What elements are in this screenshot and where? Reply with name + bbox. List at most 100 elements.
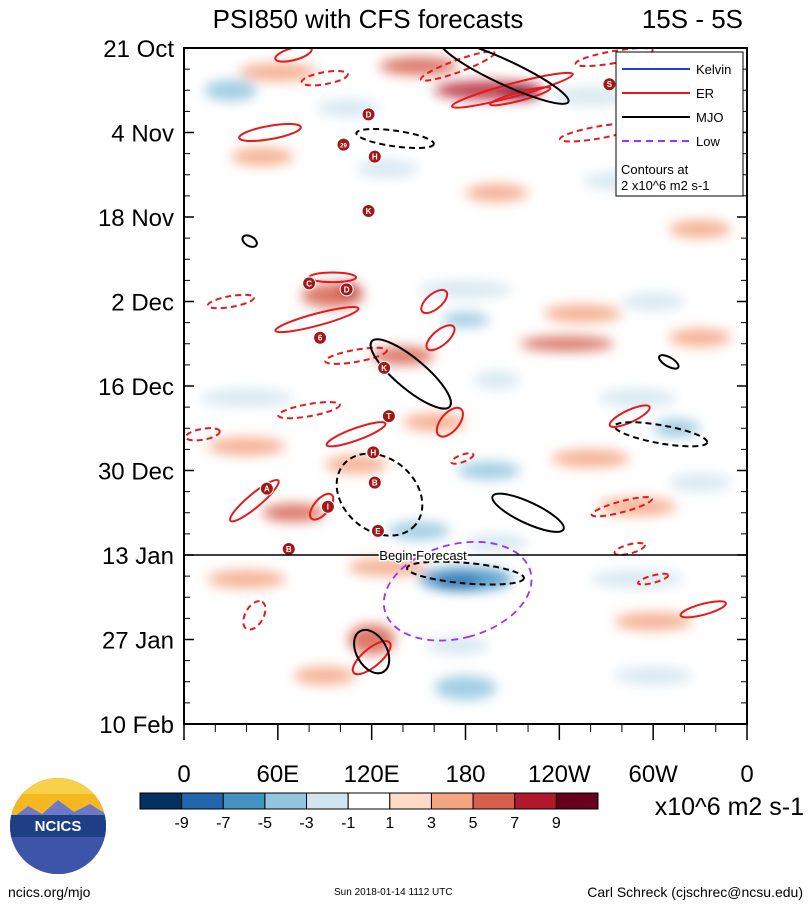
storm-label: H xyxy=(372,153,378,162)
colorbar-swatch-1 xyxy=(181,792,224,810)
anomaly-blob-21 xyxy=(520,336,615,352)
anomaly-blob-11 xyxy=(465,183,529,202)
anomaly-blob-17 xyxy=(442,312,489,328)
x-tick-label-0: 0 xyxy=(177,761,190,788)
contour-mjo-37 xyxy=(406,560,525,586)
colorbar-label-7: 5 xyxy=(469,815,478,832)
contour-er-11 xyxy=(274,306,360,334)
colorbar-label-9: 9 xyxy=(552,815,561,832)
contour-mjo-32 xyxy=(241,234,258,248)
contour-er-22 xyxy=(450,452,475,465)
anomaly-blob-29 xyxy=(324,455,388,474)
storm-symbol-icon xyxy=(366,445,381,460)
storm-marker-13: E xyxy=(370,523,385,538)
colorbar-swatch-8 xyxy=(472,792,516,810)
anomaly-blob-13 xyxy=(668,220,732,239)
x-tick-label-1: 60E xyxy=(256,761,299,788)
x-tick-label-4: 120W xyxy=(528,761,591,788)
storm-marker-5: D xyxy=(339,282,354,297)
contour-er-29 xyxy=(637,572,670,586)
storm-symbol-icon xyxy=(377,360,392,375)
anomaly-blob-24 xyxy=(473,370,521,390)
colorbar-swatch-4 xyxy=(306,792,349,810)
colorbar-swatch-7 xyxy=(430,792,474,810)
contour-er-20 xyxy=(229,478,280,523)
storm-symbol-icon xyxy=(367,475,382,490)
contour-er-12 xyxy=(206,293,256,310)
storm-marker-8: T xyxy=(381,409,396,424)
storm-label: 6 xyxy=(318,334,323,343)
forecast-marker: Begin Forecast xyxy=(184,547,747,565)
colorbar-units: x10^6 m2 s-1 xyxy=(655,793,804,821)
anomaly-blob-47 xyxy=(614,666,693,685)
colorbar-swatch-2 xyxy=(222,792,266,810)
anomaly-blob-25 xyxy=(598,389,677,408)
anomaly-blob-36 xyxy=(598,497,677,516)
footer-site[interactable]: ncics.org/mjo xyxy=(8,884,91,900)
anomaly-blob-3 xyxy=(379,57,458,76)
anomaly-blob-22 xyxy=(199,389,294,408)
storm-marker-2: H xyxy=(367,149,382,164)
contour-er-24 xyxy=(590,496,654,518)
y-tick-label-8: 10 Feb xyxy=(99,712,174,739)
y-tick-label-5: 30 Dec xyxy=(98,459,174,486)
contour-mjo-31 xyxy=(355,128,435,150)
anomaly-blob-19 xyxy=(621,292,685,311)
storm-label: I xyxy=(327,503,329,512)
colorbar-swatch-9 xyxy=(514,792,557,810)
legend: Kelvin ER MJO Low Contours at 2 x10^6 m2 s-… xyxy=(615,51,744,197)
logo-text: NCICS xyxy=(35,818,82,835)
anomaly-blob-20 xyxy=(668,328,732,347)
storm-label: 29 xyxy=(340,144,347,150)
anomaly-blob-16 xyxy=(418,280,513,299)
anomaly-blob-41 xyxy=(590,570,685,589)
y-tick-label-6: 13 Jan xyxy=(102,543,174,570)
anomaly-blob-6 xyxy=(551,87,630,106)
storm-symbol-icon xyxy=(313,330,328,345)
legend-box xyxy=(615,51,744,197)
colorbar-label-6: 3 xyxy=(427,815,436,832)
contour-er-16 xyxy=(435,406,464,438)
contour-er-18 xyxy=(277,401,341,420)
legend-label-low: Low xyxy=(696,134,720,149)
y-tick-label-1: 4 Nov xyxy=(111,121,174,148)
colorbar-label-3: -3 xyxy=(299,815,313,832)
contour-er-1 xyxy=(300,69,349,87)
contour-er-13 xyxy=(324,346,388,365)
storm-label: A xyxy=(264,485,270,494)
contour-mjo-33 xyxy=(369,338,452,410)
storm-symbol-icon xyxy=(302,276,317,291)
storm-label: K xyxy=(366,207,372,216)
contour-er-3 xyxy=(419,50,496,82)
storm-marker-7: K xyxy=(377,360,392,375)
anomaly-blob-35 xyxy=(465,533,529,552)
storm-marker-12: I xyxy=(320,499,335,514)
logo-band xyxy=(10,815,106,837)
storm-label: B xyxy=(286,545,292,554)
storm-symbol-icon xyxy=(320,499,335,514)
colorbar-swatch-3 xyxy=(264,792,308,810)
colorbar-swatch-10 xyxy=(555,792,599,810)
chart-subtitle: 15S - 5S xyxy=(642,4,743,34)
storm-marker-9: H xyxy=(366,445,381,460)
contour-mjo-35 xyxy=(613,421,709,448)
anomaly-blob-31 xyxy=(551,449,630,468)
contour-er-14 xyxy=(420,288,449,315)
anomaly-blob-38 xyxy=(434,576,482,589)
storm-label: C xyxy=(306,279,312,288)
chart-title: PSI850 with CFS forecasts xyxy=(213,4,524,34)
contour-er-2 xyxy=(238,122,302,143)
contour-layer xyxy=(184,48,727,676)
storm-marker-6: 6 xyxy=(313,330,328,345)
storm-symbol-icon xyxy=(339,282,354,297)
contour-mjo-36 xyxy=(335,452,424,537)
storm-symbol-icon xyxy=(361,107,376,122)
storm-label: E xyxy=(375,527,381,536)
colorbar-label-1: -7 xyxy=(216,815,230,832)
y-axis: 21 Oct 4 Nov 18 Nov 2 Dec 16 Dec 30 Dec 13 Jan… xyxy=(98,36,747,739)
legend-label-kelvin: Kelvin xyxy=(696,62,731,77)
contour-mjo-30 xyxy=(439,48,570,105)
x-tick-label-6: 0 xyxy=(740,761,753,788)
colorbar: -9 -7 -5 -3 -1 1 3 5 7 9 xyxy=(139,792,599,832)
